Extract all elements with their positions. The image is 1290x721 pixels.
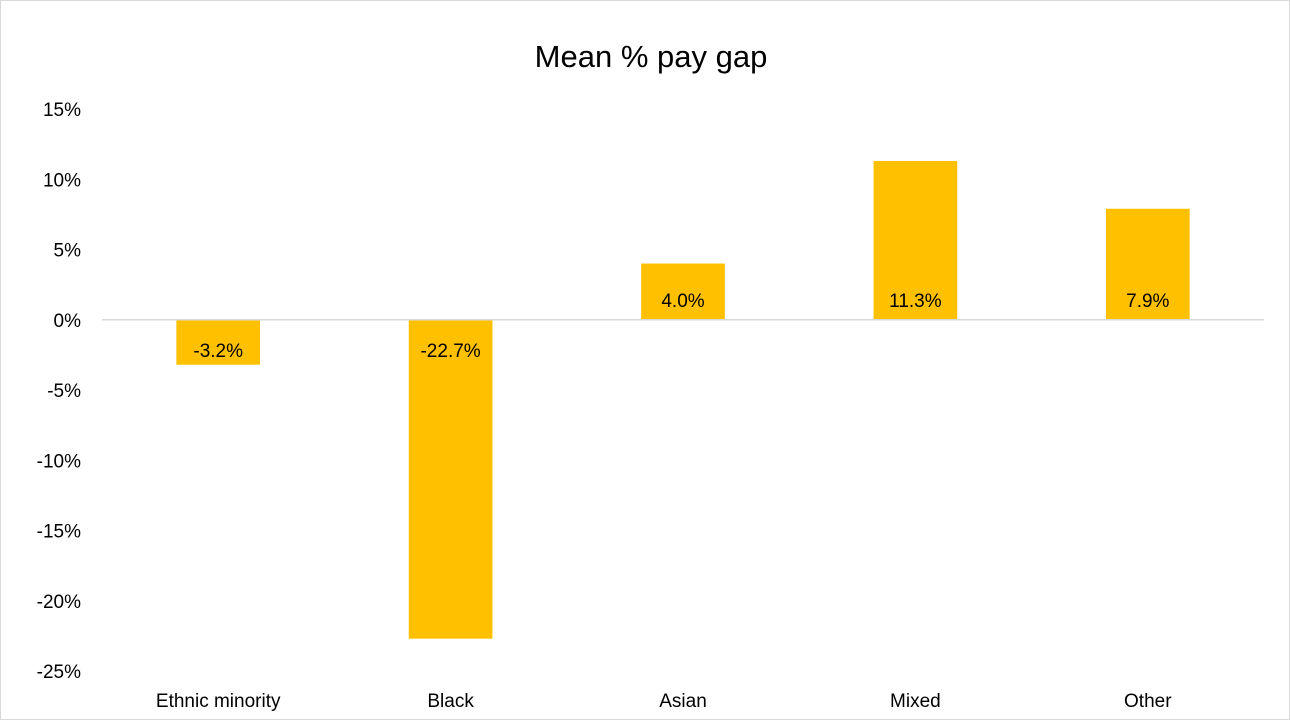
y-tick-label: 15% [43,100,81,121]
y-tick-label: -10% [37,451,81,472]
bar [176,319,261,365]
data-label: -22.7% [420,341,480,362]
y-axis: 15% 10% 5% 0% -5% -10% -15% -20% -25% [37,100,81,683]
bars [176,160,1190,639]
category-label: Other [1124,691,1172,712]
data-label: -3.2% [193,341,243,362]
bar [873,160,958,320]
category-label: Ethnic minority [156,691,281,712]
y-tick-label: -20% [37,592,81,613]
category-label: Black [427,691,474,712]
y-tick-label: 5% [54,241,82,262]
x-axis: Ethnic minority Black Asian Mixed Other [156,691,1172,712]
bar [408,319,493,639]
data-label: 11.3% [889,291,942,312]
y-tick-label: -5% [47,381,81,402]
y-tick-label: -25% [37,662,81,683]
data-label: 7.9% [1126,291,1169,312]
y-tick-label: 10% [43,170,81,191]
bar [641,263,725,320]
data-label: 4.0% [661,291,704,312]
chart-title: Mean % pay gap [535,39,768,74]
category-label: Mixed [890,691,941,712]
category-label: Asian [659,691,707,712]
y-tick-label: -15% [37,522,81,543]
y-tick-label: 0% [54,311,82,332]
data-labels: -3.2% -22.7% 4.0% 11.3% 7.9% [193,291,1169,362]
bar [1105,208,1190,320]
